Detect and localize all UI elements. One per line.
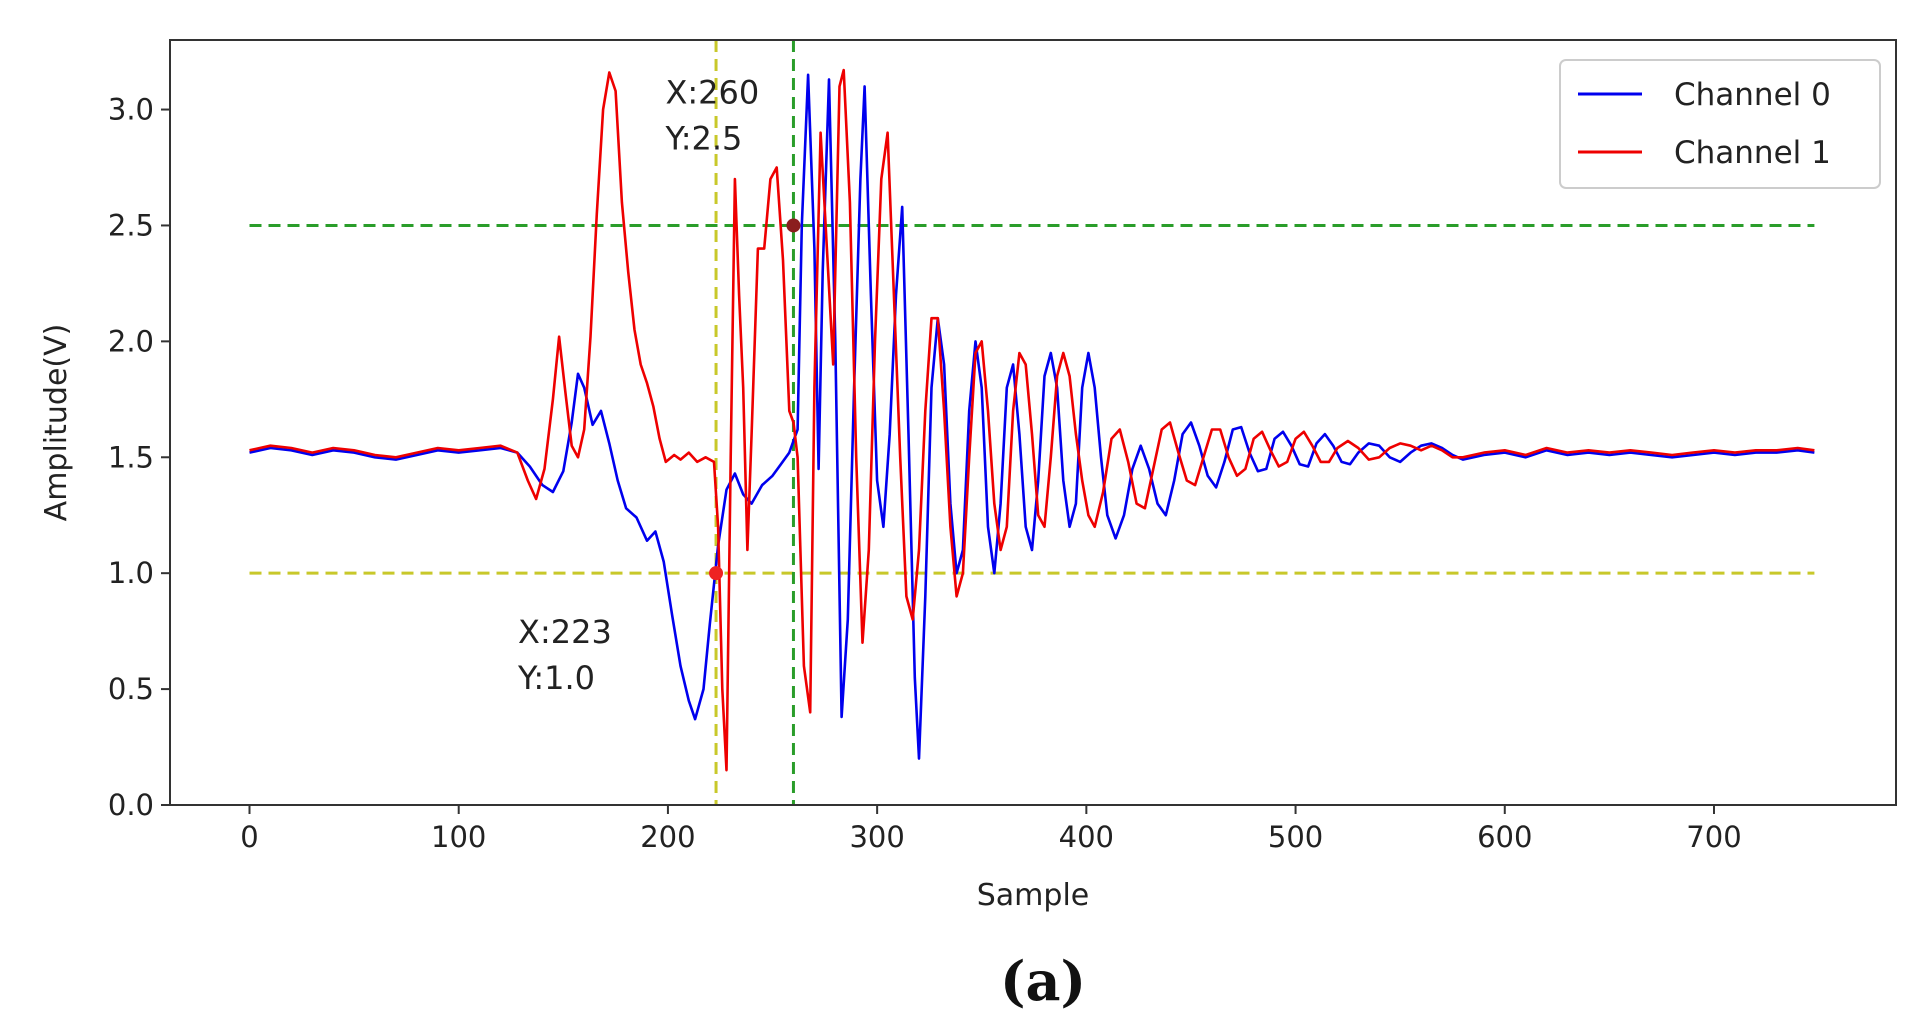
y-tick-label: 0.5 — [108, 672, 154, 706]
y-axis: 0.0 0.5 1.0 1.5 2.0 2.5 3.0 — [108, 93, 170, 822]
annotation-markers — [709, 218, 801, 581]
x-tick-label: 200 — [640, 820, 695, 854]
annotation-marker-260 — [786, 218, 801, 233]
x-tick-label: 600 — [1477, 820, 1532, 854]
annotation-text-260-0: X:260 — [665, 73, 759, 111]
y-tick-label: 3.0 — [108, 93, 154, 127]
panel-label: (a) — [1000, 949, 1086, 1013]
y-axis-label: Amplitude(V) — [39, 324, 74, 522]
series-layer — [249, 68, 1815, 772]
x-tick-label: 100 — [431, 820, 486, 854]
annotation-text-223-1: Y:1.0 — [517, 659, 595, 697]
annotation-marker-223 — [709, 566, 724, 581]
x-tick-label: 700 — [1686, 820, 1741, 854]
y-tick-label: 2.0 — [108, 324, 154, 358]
annotation-text-223-0: X:223 — [518, 613, 612, 651]
y-tick-label: 2.5 — [108, 208, 154, 242]
annotation-text-260-1: Y:2.5 — [664, 119, 742, 157]
legend-box — [1559, 59, 1881, 189]
annotation-labels: X:260 Y:2.5 X:223 Y:1.0 — [517, 73, 759, 697]
x-tick-label: 500 — [1268, 820, 1323, 854]
y-tick-label: 1.0 — [108, 556, 154, 590]
legend-label-1: Channel 1 — [1674, 135, 1831, 171]
plot-frame — [169, 39, 1897, 806]
legend: Channel 0 Channel 1 — [1559, 59, 1881, 189]
x-tick-label: 400 — [1059, 820, 1114, 854]
series-line-channel-0 — [249, 73, 1815, 760]
y-tick-label: 0.0 — [108, 788, 154, 822]
x-axis: 0 100 200 300 400 500 600 700 — [240, 805, 1742, 854]
x-tick-label: 0 — [240, 820, 258, 854]
x-tick-label: 300 — [849, 820, 904, 854]
x-axis-label: Sample — [977, 878, 1090, 913]
series-line-channel-1 — [249, 68, 1815, 772]
y-tick-label: 1.5 — [108, 440, 154, 474]
legend-label-0: Channel 0 — [1674, 77, 1831, 113]
